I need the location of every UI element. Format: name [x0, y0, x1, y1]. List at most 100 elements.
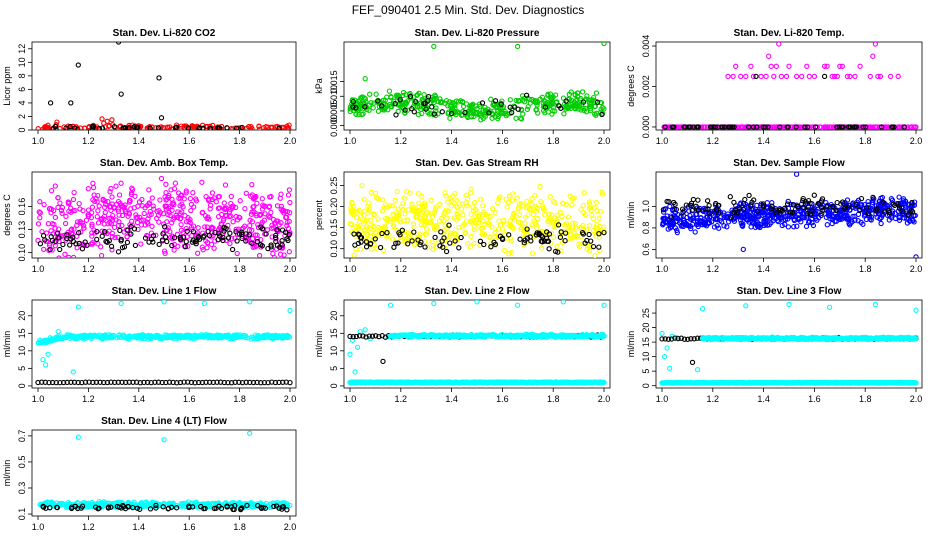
data-point — [528, 238, 534, 244]
data-point — [454, 197, 460, 204]
x-tick-label: 1.8 — [233, 136, 246, 146]
data-point — [464, 203, 470, 209]
data-point — [369, 333, 376, 339]
data-point — [395, 206, 401, 212]
data-point — [149, 223, 155, 229]
y-axis-label: kPa — [314, 78, 324, 94]
data-point — [754, 124, 760, 130]
data-point — [169, 196, 175, 203]
data-point — [128, 223, 134, 230]
data-point — [263, 231, 269, 237]
data-point — [855, 211, 862, 218]
data-point — [414, 92, 421, 98]
x-tick-label: 1.2 — [707, 264, 720, 274]
data-point — [347, 108, 353, 115]
data-point — [55, 195, 61, 201]
data-point — [513, 115, 519, 121]
data-point — [233, 229, 239, 235]
data-point — [671, 199, 677, 206]
data-point — [463, 192, 469, 199]
data-point — [64, 232, 70, 238]
data-point — [875, 73, 881, 80]
data-point — [747, 124, 754, 130]
data-point — [388, 104, 395, 110]
data-point — [95, 192, 101, 199]
data-point — [820, 207, 826, 214]
series-primary — [347, 300, 607, 386]
points-layer — [35, 42, 292, 130]
data-point — [183, 190, 189, 196]
data-point — [766, 212, 772, 218]
data-point — [563, 221, 570, 227]
data-point — [474, 300, 480, 305]
data-point — [347, 351, 353, 357]
data-point — [422, 203, 428, 210]
data-point — [277, 195, 283, 201]
data-point — [234, 217, 241, 223]
data-point — [525, 95, 531, 101]
data-point — [911, 199, 918, 205]
data-point — [441, 210, 447, 217]
data-point — [680, 209, 686, 215]
data-point — [764, 222, 771, 228]
data-point — [837, 211, 843, 217]
series-reference — [350, 92, 605, 118]
data-point — [900, 196, 907, 202]
data-point — [588, 107, 594, 114]
data-point — [799, 124, 806, 130]
data-point — [593, 90, 600, 96]
data-point — [490, 234, 497, 240]
data-point — [35, 221, 42, 227]
data-point — [171, 333, 178, 339]
data-point — [63, 125, 69, 130]
data-point — [249, 192, 255, 198]
data-point — [76, 200, 82, 207]
data-point — [287, 209, 293, 216]
data-point — [219, 335, 225, 341]
data-point — [458, 234, 464, 241]
data-point — [576, 241, 582, 247]
panel-title: Stan. Dev. Li-820 CO2 — [113, 28, 216, 39]
data-point — [57, 200, 63, 206]
data-point — [846, 124, 852, 130]
data-point — [582, 240, 588, 246]
data-point — [416, 208, 422, 214]
data-point — [45, 221, 52, 227]
data-point — [433, 105, 439, 111]
data-point — [212, 229, 218, 236]
data-point — [697, 218, 703, 224]
data-point — [766, 53, 772, 59]
data-point — [388, 94, 394, 100]
data-point — [70, 231, 76, 238]
data-point — [103, 201, 109, 207]
data-point — [763, 73, 769, 80]
data-point — [535, 110, 541, 116]
data-point — [896, 124, 902, 130]
data-point — [489, 205, 496, 212]
data-point — [515, 98, 521, 104]
data-point — [702, 222, 708, 228]
y-tick-label: 0.10 — [17, 244, 27, 262]
data-point — [468, 218, 474, 224]
data-point — [549, 100, 556, 106]
data-point — [425, 98, 431, 104]
data-point — [70, 196, 77, 203]
data-point — [200, 247, 206, 253]
data-point — [283, 214, 290, 220]
data-point — [409, 238, 415, 244]
data-point — [116, 192, 123, 198]
data-point — [130, 334, 136, 340]
data-point — [453, 203, 459, 209]
data-point — [351, 212, 357, 218]
data-point — [109, 233, 115, 240]
data-point — [878, 124, 885, 130]
data-point — [347, 333, 353, 340]
data-point — [402, 107, 408, 113]
data-point — [570, 101, 576, 107]
data-point — [518, 219, 524, 226]
data-point — [214, 125, 221, 130]
data-point — [456, 245, 462, 251]
data-point — [550, 104, 557, 111]
